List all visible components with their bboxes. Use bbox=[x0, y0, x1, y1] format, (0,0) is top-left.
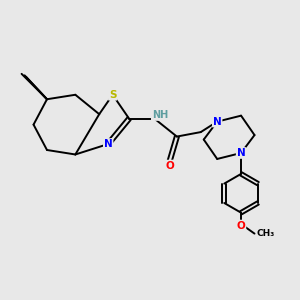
Text: N: N bbox=[104, 139, 112, 149]
Text: O: O bbox=[165, 160, 174, 170]
Text: NH: NH bbox=[152, 110, 168, 120]
Text: S: S bbox=[109, 90, 116, 100]
Text: N: N bbox=[237, 148, 245, 158]
Text: O: O bbox=[237, 220, 245, 230]
Text: CH₃: CH₃ bbox=[257, 229, 275, 238]
Text: N: N bbox=[213, 117, 222, 127]
